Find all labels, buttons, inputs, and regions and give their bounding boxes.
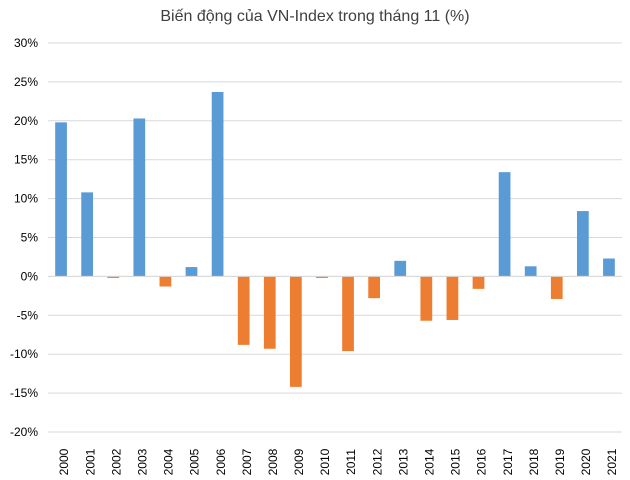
bar-2004 [159,276,172,287]
bar-2005 [185,267,198,277]
bar-2000 [55,122,67,277]
bar-2002 [107,276,120,278]
x-tick-label: 2002 [109,448,123,475]
bar-2017 [498,172,511,277]
x-tick-label: 2008 [266,448,280,475]
bar-2019 [550,276,563,299]
x-tick-label: 2012 [370,448,384,475]
x-tick-label: 2013 [396,448,410,475]
y-axis-tick-labels: 30% 25% 20% 15% 10% 5% 0% -5% -10% -15% -20% [10,36,38,439]
y-tick-label: 5% [21,231,39,245]
bar-2018 [524,266,537,277]
y-tick-label: -15% [10,386,38,400]
x-tick-label: 2018 [527,448,541,475]
bar-2010 [316,276,328,278]
x-tick-label: 2011 [344,449,358,475]
x-tick-label: 2019 [553,448,567,475]
y-tick-label: 0% [21,269,39,283]
bar-2013 [394,260,407,277]
y-tick-label: -10% [10,347,38,361]
y-tick-label: -20% [10,425,38,439]
y-tick-label: 30% [14,36,38,50]
y-tick-label: -5% [17,308,39,322]
y-tick-label: 15% [14,153,38,167]
y-tick-label: 25% [14,75,38,89]
x-tick-label: 2020 [579,448,593,475]
x-tick-label: 2014 [422,448,436,475]
x-tick-label: 2016 [475,448,489,475]
bar-2011 [342,276,354,352]
x-tick-label: 2009 [292,448,306,475]
bar-2009 [289,276,302,387]
bar-2001 [81,192,94,277]
x-tick-label: 2017 [501,448,515,475]
x-tick-label: 2001 [83,448,97,475]
x-tick-label: 2003 [135,448,149,475]
x-axis-tick-labels: 2000 2001 2002 2003 2004 2005 2006 2007 2008 2009… [57,448,619,475]
x-tick-label: 2021 [605,448,619,475]
bar-2003 [133,118,146,277]
x-tick-label: 2005 [188,448,202,475]
bar-2008 [263,276,276,349]
bar-2015 [446,276,459,320]
x-tick-label: 2015 [449,448,463,475]
bars [55,92,615,387]
bar-2006 [211,92,224,277]
bar-2014 [420,276,433,321]
bar-2020 [576,211,589,277]
x-tick-label: 2006 [214,448,228,475]
x-tick-label: 2007 [240,448,254,475]
bar-2007 [237,276,250,345]
y-tick-label: 10% [14,192,38,206]
y-tick-label: 20% [14,114,38,128]
x-tick-label: 2010 [318,448,332,475]
bar-2016 [472,276,485,289]
bar-2021 [603,258,615,277]
chart-title: Biến động của VN-Index trong tháng 11 (%… [160,8,470,25]
x-tick-label: 2004 [162,448,176,475]
x-tick-label: 2000 [57,448,71,475]
bar-2012 [368,276,381,299]
